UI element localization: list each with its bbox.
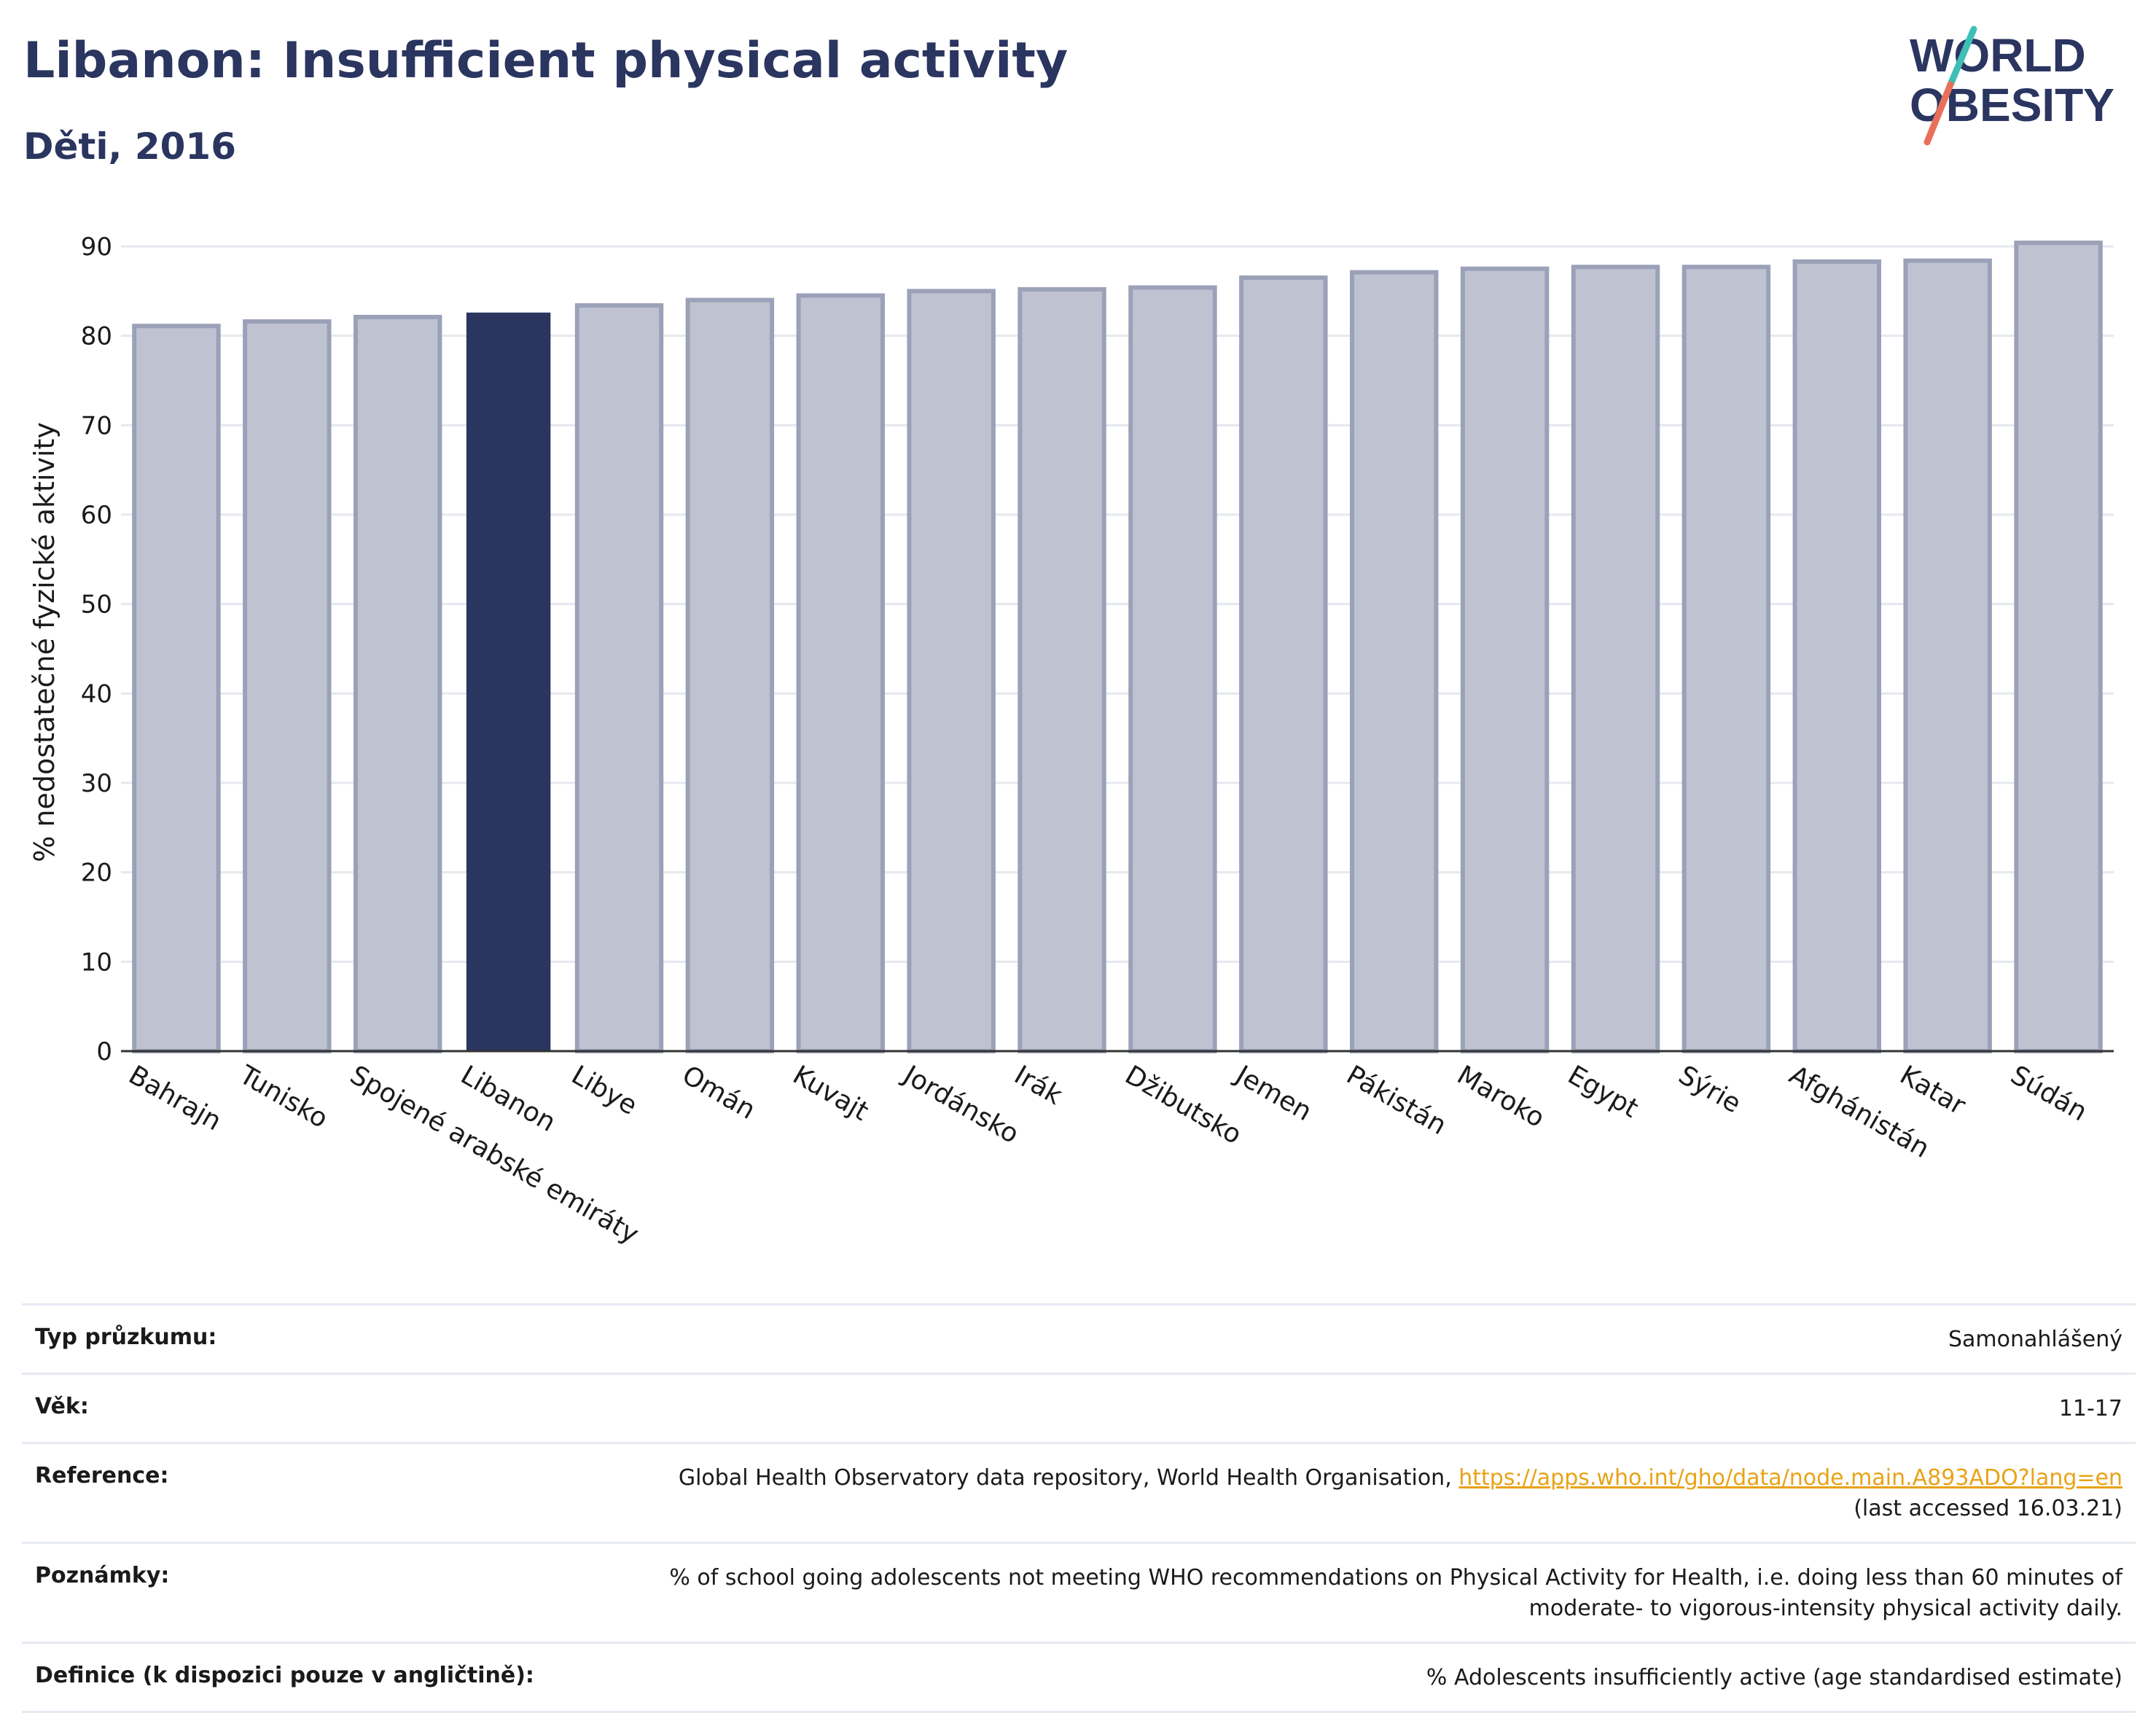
x-tick-label: Jemen bbox=[1230, 1059, 1317, 1127]
bar-libye bbox=[574, 303, 664, 1053]
x-tick-label: Libye bbox=[566, 1060, 642, 1121]
y-tick-label: 40 bbox=[81, 679, 112, 709]
info-label: Věk: bbox=[35, 1394, 89, 1419]
bar-jemen bbox=[1239, 275, 1328, 1053]
info-value: Samonahlášený bbox=[1948, 1327, 2122, 1352]
bar-kuvajt bbox=[796, 293, 885, 1053]
bar-spojené-arabské-emiráty bbox=[354, 314, 442, 1053]
bar-libanon bbox=[466, 312, 551, 1052]
x-tick-label: Džibutsko bbox=[1120, 1060, 1246, 1150]
info-row-survey-type: Typ průzkumu: Samonahlášený bbox=[22, 1303, 2136, 1373]
x-tick-label: Irák bbox=[1009, 1060, 1068, 1111]
info-label: Typ průzkumu: bbox=[35, 1324, 217, 1350]
bar-pákistán bbox=[1350, 270, 1439, 1053]
y-tick-label: 50 bbox=[81, 590, 112, 620]
bar-omán bbox=[685, 297, 775, 1054]
bar-irák bbox=[1018, 286, 1106, 1053]
page-subtitle: Děti, 2016 bbox=[23, 125, 237, 168]
y-tick-label: 80 bbox=[81, 322, 112, 351]
bar-katar bbox=[1903, 258, 1992, 1053]
x-tick-label: Maroko bbox=[1452, 1060, 1550, 1133]
bar-džibutsko bbox=[1128, 285, 1217, 1054]
y-tick-label: 0 bbox=[96, 1037, 112, 1066]
x-tick-label: Súdán bbox=[2006, 1060, 2093, 1127]
x-tick-label: Egypt bbox=[1563, 1060, 1643, 1123]
bar-sýrie bbox=[1682, 265, 1771, 1053]
bar-súdán bbox=[2014, 241, 2103, 1053]
bar-jordánsko bbox=[907, 289, 996, 1053]
x-tick-label: Kuvajt bbox=[788, 1060, 874, 1127]
reference-text: Global Health Observatory data repositor… bbox=[678, 1465, 1459, 1491]
info-value: % of school going adolescents not meetin… bbox=[669, 1565, 2122, 1621]
bar-tunisko bbox=[243, 319, 332, 1054]
page-title: Libanon: Insufficient physical activity bbox=[23, 32, 1069, 90]
info-row-notes: Poznámky: % of school going adolescents … bbox=[22, 1542, 2136, 1642]
info-label: Reference: bbox=[35, 1463, 169, 1488]
y-axis-label: % nedostatečné fyzické aktivity bbox=[28, 422, 60, 862]
info-row-age: Věk: 11-17 bbox=[22, 1373, 2136, 1442]
bar-maroko bbox=[1460, 266, 1550, 1054]
x-tick-label: Bahrajn bbox=[123, 1060, 226, 1136]
x-tick-label: Tunisko bbox=[233, 1060, 332, 1134]
reference-link[interactable]: https://apps.who.int/gho/data/node.main.… bbox=[1458, 1465, 2122, 1491]
info-label: Definice (k dispozici pouze v angličtině… bbox=[35, 1663, 534, 1688]
logo-slash-coral bbox=[1923, 81, 1954, 146]
logo-text-world: WORLD bbox=[1910, 29, 2086, 82]
x-tick-label: Pákistán bbox=[1341, 1060, 1451, 1141]
info-label: Poznámky: bbox=[35, 1563, 170, 1588]
bar-afghánistán bbox=[1792, 259, 1881, 1053]
info-value: 11-17 bbox=[2058, 1396, 2122, 1421]
info-table: Typ průzkumu: Samonahlášený Věk: 11-17 R… bbox=[22, 1303, 2136, 1713]
y-tick-label: 10 bbox=[81, 948, 112, 977]
y-tick-label: 30 bbox=[81, 769, 112, 798]
y-tick-label: 70 bbox=[81, 411, 112, 440]
x-tick-label: Sýrie bbox=[1673, 1060, 1746, 1119]
bar-egypt bbox=[1571, 265, 1660, 1053]
bar-chart: 0 10 20 30 40 50 60 70 80 90 % nedostatečné fyzick… bbox=[28, 233, 2114, 1250]
x-tick-label: Katar bbox=[1895, 1060, 1971, 1121]
reference-accessed: (last accessed 16.03.21) bbox=[1854, 1496, 2122, 1521]
x-tick-label: Jordánsko bbox=[897, 1059, 1024, 1150]
y-tick-label: 90 bbox=[81, 233, 112, 262]
x-tick-label: Omán bbox=[677, 1060, 760, 1125]
info-row-definition: Definice (k dispozici pouze v angličtině… bbox=[22, 1642, 2136, 1713]
logo-slash-teal bbox=[1947, 26, 1977, 88]
info-row-reference: Reference: Global Health Observatory dat… bbox=[22, 1442, 2136, 1542]
y-tick-label: 20 bbox=[81, 859, 112, 888]
world-obesity-logo: WORLD OBESITY bbox=[1910, 26, 2114, 146]
y-tick-label: 60 bbox=[81, 501, 112, 530]
info-value: % Adolescents insufficiently active (age… bbox=[1426, 1665, 2122, 1690]
bar-bahrajn bbox=[132, 324, 221, 1053]
info-value: Global Health Observatory data repositor… bbox=[679, 1463, 2122, 1524]
